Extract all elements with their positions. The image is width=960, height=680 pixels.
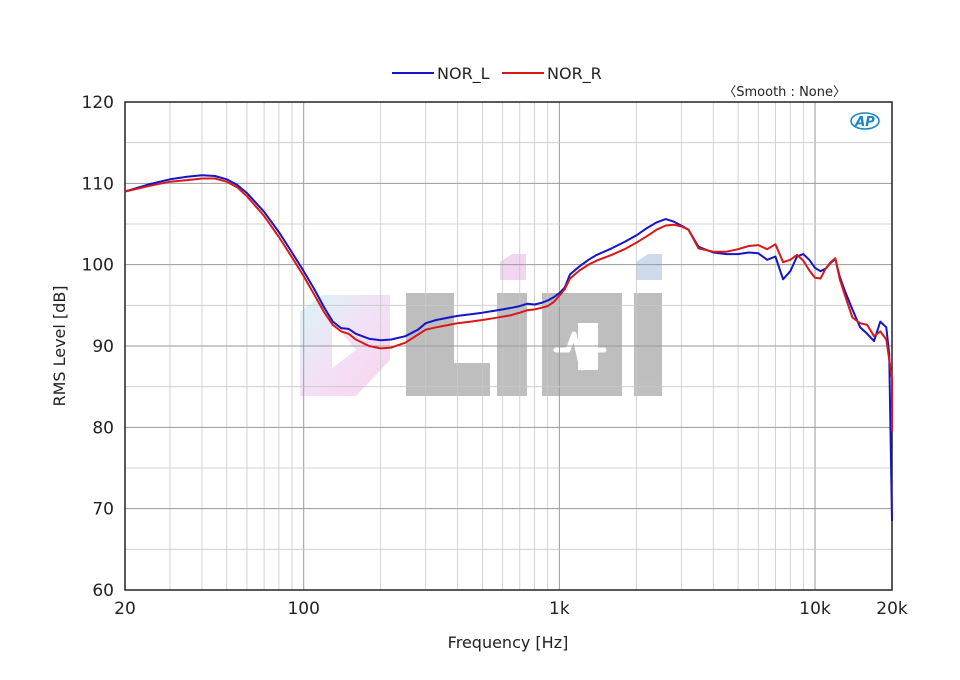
- x-tick-label: 10k: [799, 599, 831, 619]
- ap-logo: AP: [850, 112, 880, 130]
- y-tick-label: 120: [82, 93, 114, 113]
- y-tick-label: 70: [92, 500, 114, 520]
- y-tick-label: 80: [92, 418, 114, 438]
- series-line-nor-l: [124, 174, 893, 521]
- y-tick-label: 100: [82, 256, 114, 276]
- x-tick-label: 1k: [549, 599, 570, 619]
- legend-label-nor-l: NOR_L: [437, 64, 490, 84]
- plot-grid: [125, 102, 892, 590]
- dcihi-watermark: [300, 254, 662, 396]
- legend-label-nor-r: NOR_R: [547, 64, 602, 84]
- y-tick-labels: 60 70 80 90 100 110 120: [82, 93, 114, 601]
- y-tick-label: 110: [82, 174, 114, 194]
- y-tick-label: 90: [92, 337, 114, 357]
- x-tick-label: 20: [114, 599, 136, 619]
- series-line-nor-r: [124, 177, 893, 432]
- x-tick-label: 20k: [876, 599, 908, 619]
- x-axis-label: Frequency [Hz]: [448, 633, 569, 652]
- y-axis-label: RMS Level [dB]: [50, 285, 69, 406]
- legend: NOR_L NOR_R: [392, 64, 602, 84]
- x-tick-label: 100: [287, 599, 319, 619]
- plot-frame: [124, 101, 893, 591]
- smoothing-note: 〈Smooth : None〉: [723, 85, 846, 100]
- x-tick-labels: 20 100 1k 10k 20k: [114, 599, 908, 619]
- y-tick-label: 60: [92, 581, 114, 601]
- series-layer: [124, 174, 893, 521]
- ap-logo-text: AP: [854, 115, 875, 130]
